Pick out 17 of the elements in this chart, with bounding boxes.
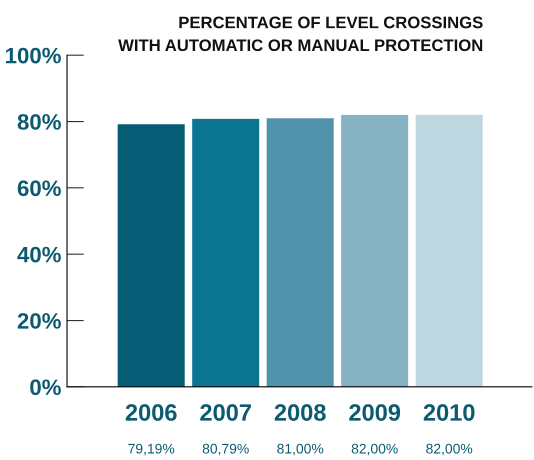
data-label: 79,19% — [128, 444, 174, 456]
x-tick-label: 2008 — [274, 404, 326, 421]
chart-title: PERCENTAGE OF LEVEL CROSSINGS WITH AUTOMATIC OR MANUAL PROTECTION — [118, 16, 483, 52]
data-label: 80,79% — [202, 444, 249, 456]
y-tick-label: 60% — [18, 180, 61, 196]
data-label: 82,00% — [352, 444, 398, 456]
x-tick-label: 2006 — [126, 404, 177, 421]
y-tick-label: 100% — [6, 48, 61, 64]
y-tick-label: 80% — [18, 114, 61, 130]
y-tick-label: 20% — [18, 313, 61, 329]
x-tick-label: 2010 — [424, 404, 474, 421]
x-tick-label: 2009 — [349, 404, 400, 421]
data-label: 82,00% — [426, 444, 472, 456]
x-tick-label: 2007 — [200, 404, 251, 421]
data-label: 81,00% — [277, 444, 324, 456]
y-tick-label: 40% — [17, 246, 61, 262]
y-tick-label: 0% — [30, 379, 61, 396]
